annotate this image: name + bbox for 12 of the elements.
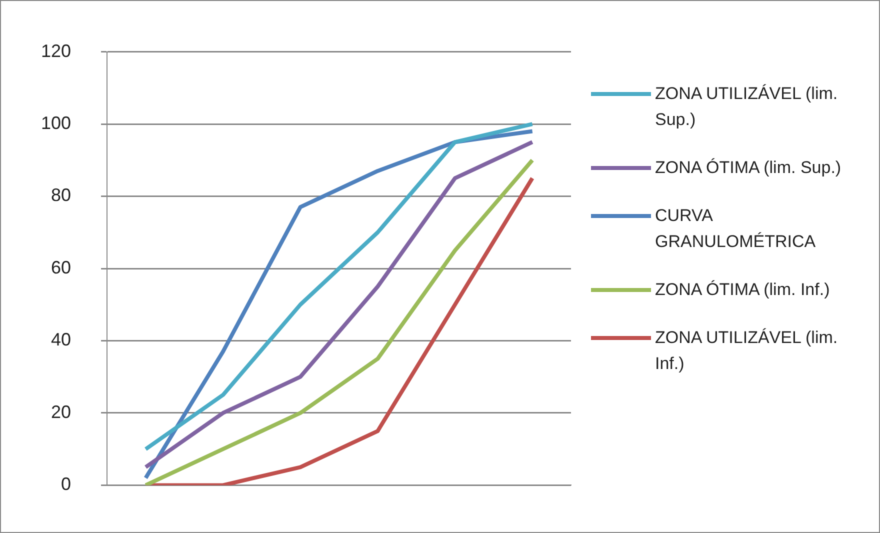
y-tick-label: 20 (51, 402, 72, 422)
y-tick-label: 60 (51, 257, 72, 278)
legend-label: ZONA UTILIZÁVEL (lim. Inf.) (655, 327, 839, 375)
legend-label: ZONA UTILIZÁVEL (lim. Sup.) (655, 83, 839, 131)
legend-label: ZONA ÓTIMA (lim. Sup.) (655, 157, 842, 179)
y-tick-label: 100 (40, 113, 72, 133)
y-tick-label: 0 (61, 474, 72, 494)
y-tick-label: 80 (51, 185, 72, 206)
y-tick-label: 40 (51, 330, 72, 350)
legend-label: CURVA GRANULOMÉTRICA (655, 205, 817, 253)
y-tick-label: 120 (40, 40, 72, 61)
legend-label: ZONA ÓTIMA (lim. Inf.) (655, 279, 830, 301)
